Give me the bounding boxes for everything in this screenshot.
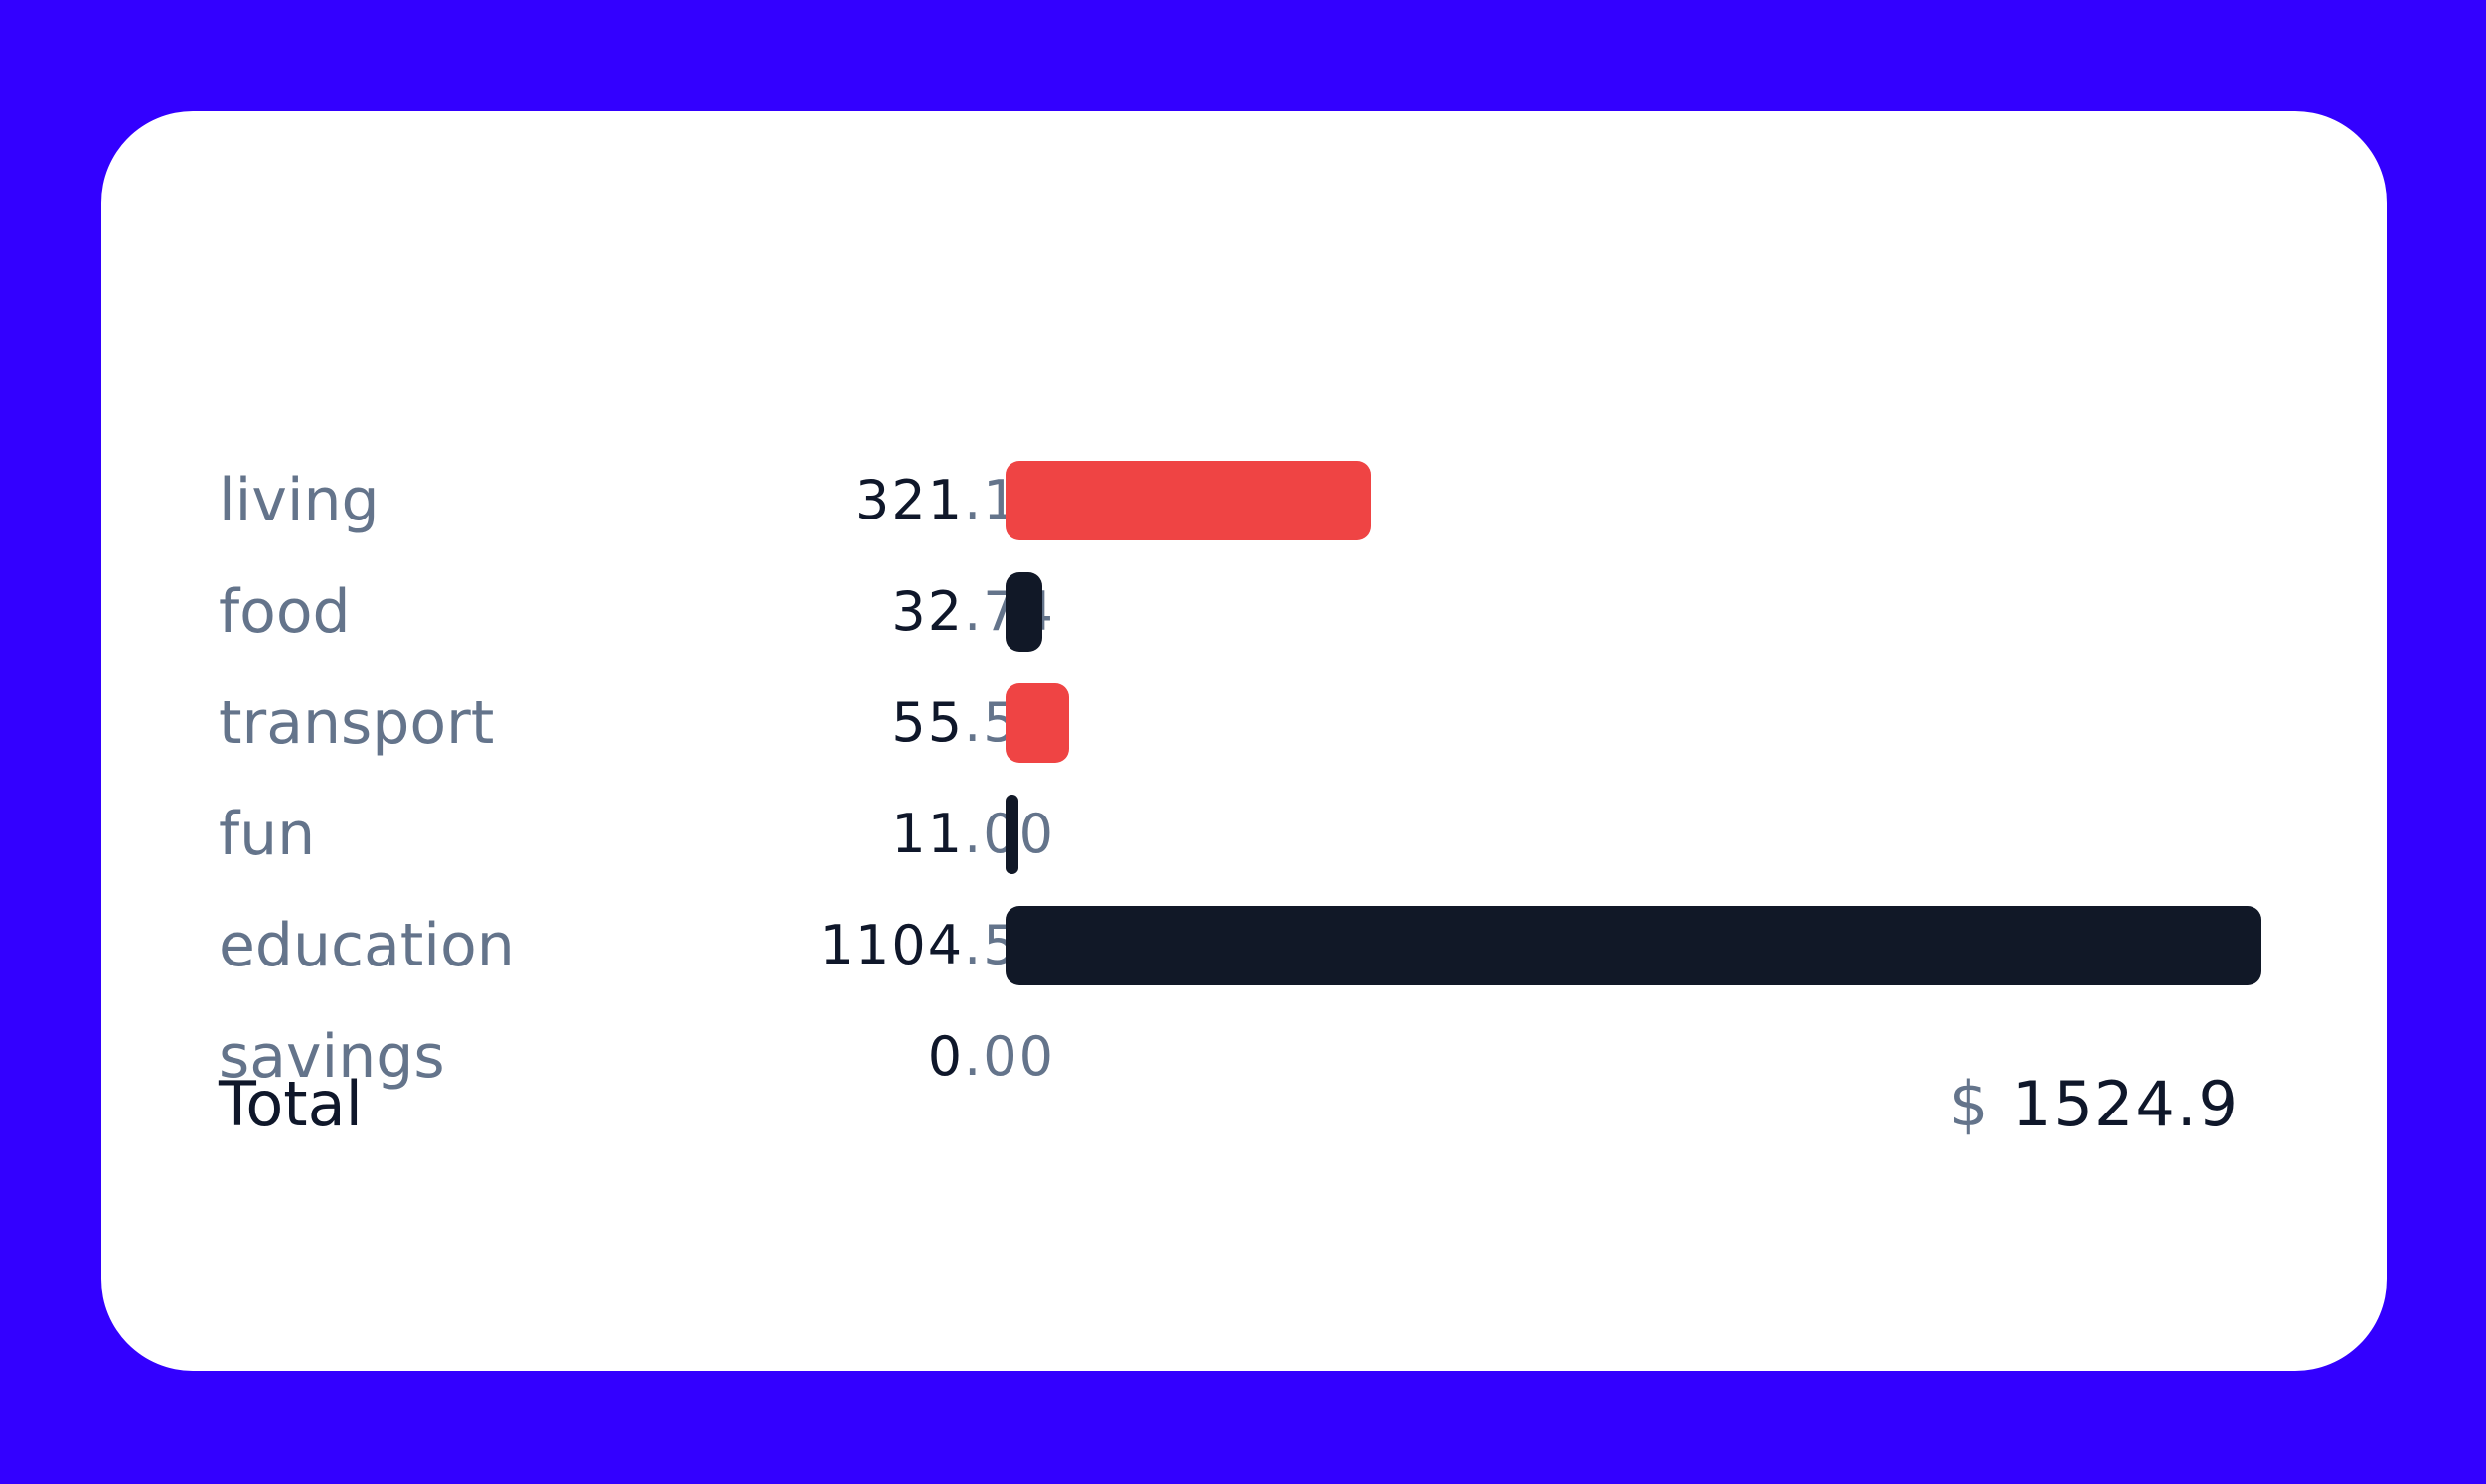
value-integer-part: 0 xyxy=(927,1025,965,1088)
value-integer-part: 1104 xyxy=(819,914,965,976)
bar-food xyxy=(1006,572,1043,652)
value-label: 0.00 xyxy=(698,1001,1055,1113)
value-label: 1104.50 xyxy=(698,890,1055,1001)
chart-row: food 32.74 xyxy=(101,556,2387,668)
chart-row: education 1104.50 xyxy=(101,890,2387,1001)
bar-fun xyxy=(1006,795,1018,874)
value-decimal-part: .00 xyxy=(964,1025,1055,1088)
total-label: Total xyxy=(219,1068,363,1140)
category-label: transport xyxy=(219,688,495,758)
category-label: education xyxy=(219,911,515,980)
budget-card: living 321.16 food 32.74 transport 55.50 fun 11… xyxy=(101,111,2387,1371)
value-label: 32.74 xyxy=(698,556,1055,668)
category-label: living xyxy=(219,466,380,535)
value-label: 321.16 xyxy=(698,445,1055,556)
value-integer-part: 55 xyxy=(891,691,965,754)
value-label: 55.50 xyxy=(698,668,1055,779)
total-number: 1524.9 xyxy=(2012,1068,2240,1140)
chart-row: fun 11.00 xyxy=(101,779,2387,890)
chart-row: savings 0.00 xyxy=(101,1001,2387,1113)
chart-row: living 321.16 xyxy=(101,445,2387,556)
category-label: savings xyxy=(219,1022,445,1092)
total-amount: $ 1524.9 xyxy=(1949,1055,2240,1154)
chart-row: transport 55.50 xyxy=(101,668,2387,779)
total-currency-symbol: $ xyxy=(1948,1068,1991,1140)
category-label: fun xyxy=(219,800,316,869)
bar-education xyxy=(1006,906,2261,985)
value-integer-part: 11 xyxy=(891,803,965,865)
value-label: 11.00 xyxy=(698,779,1055,890)
value-integer-part: 32 xyxy=(891,580,965,643)
bar-living xyxy=(1006,461,1371,540)
value-integer-part: 321 xyxy=(855,469,965,531)
category-label: food xyxy=(219,577,351,647)
bar-transport xyxy=(1006,683,1069,763)
